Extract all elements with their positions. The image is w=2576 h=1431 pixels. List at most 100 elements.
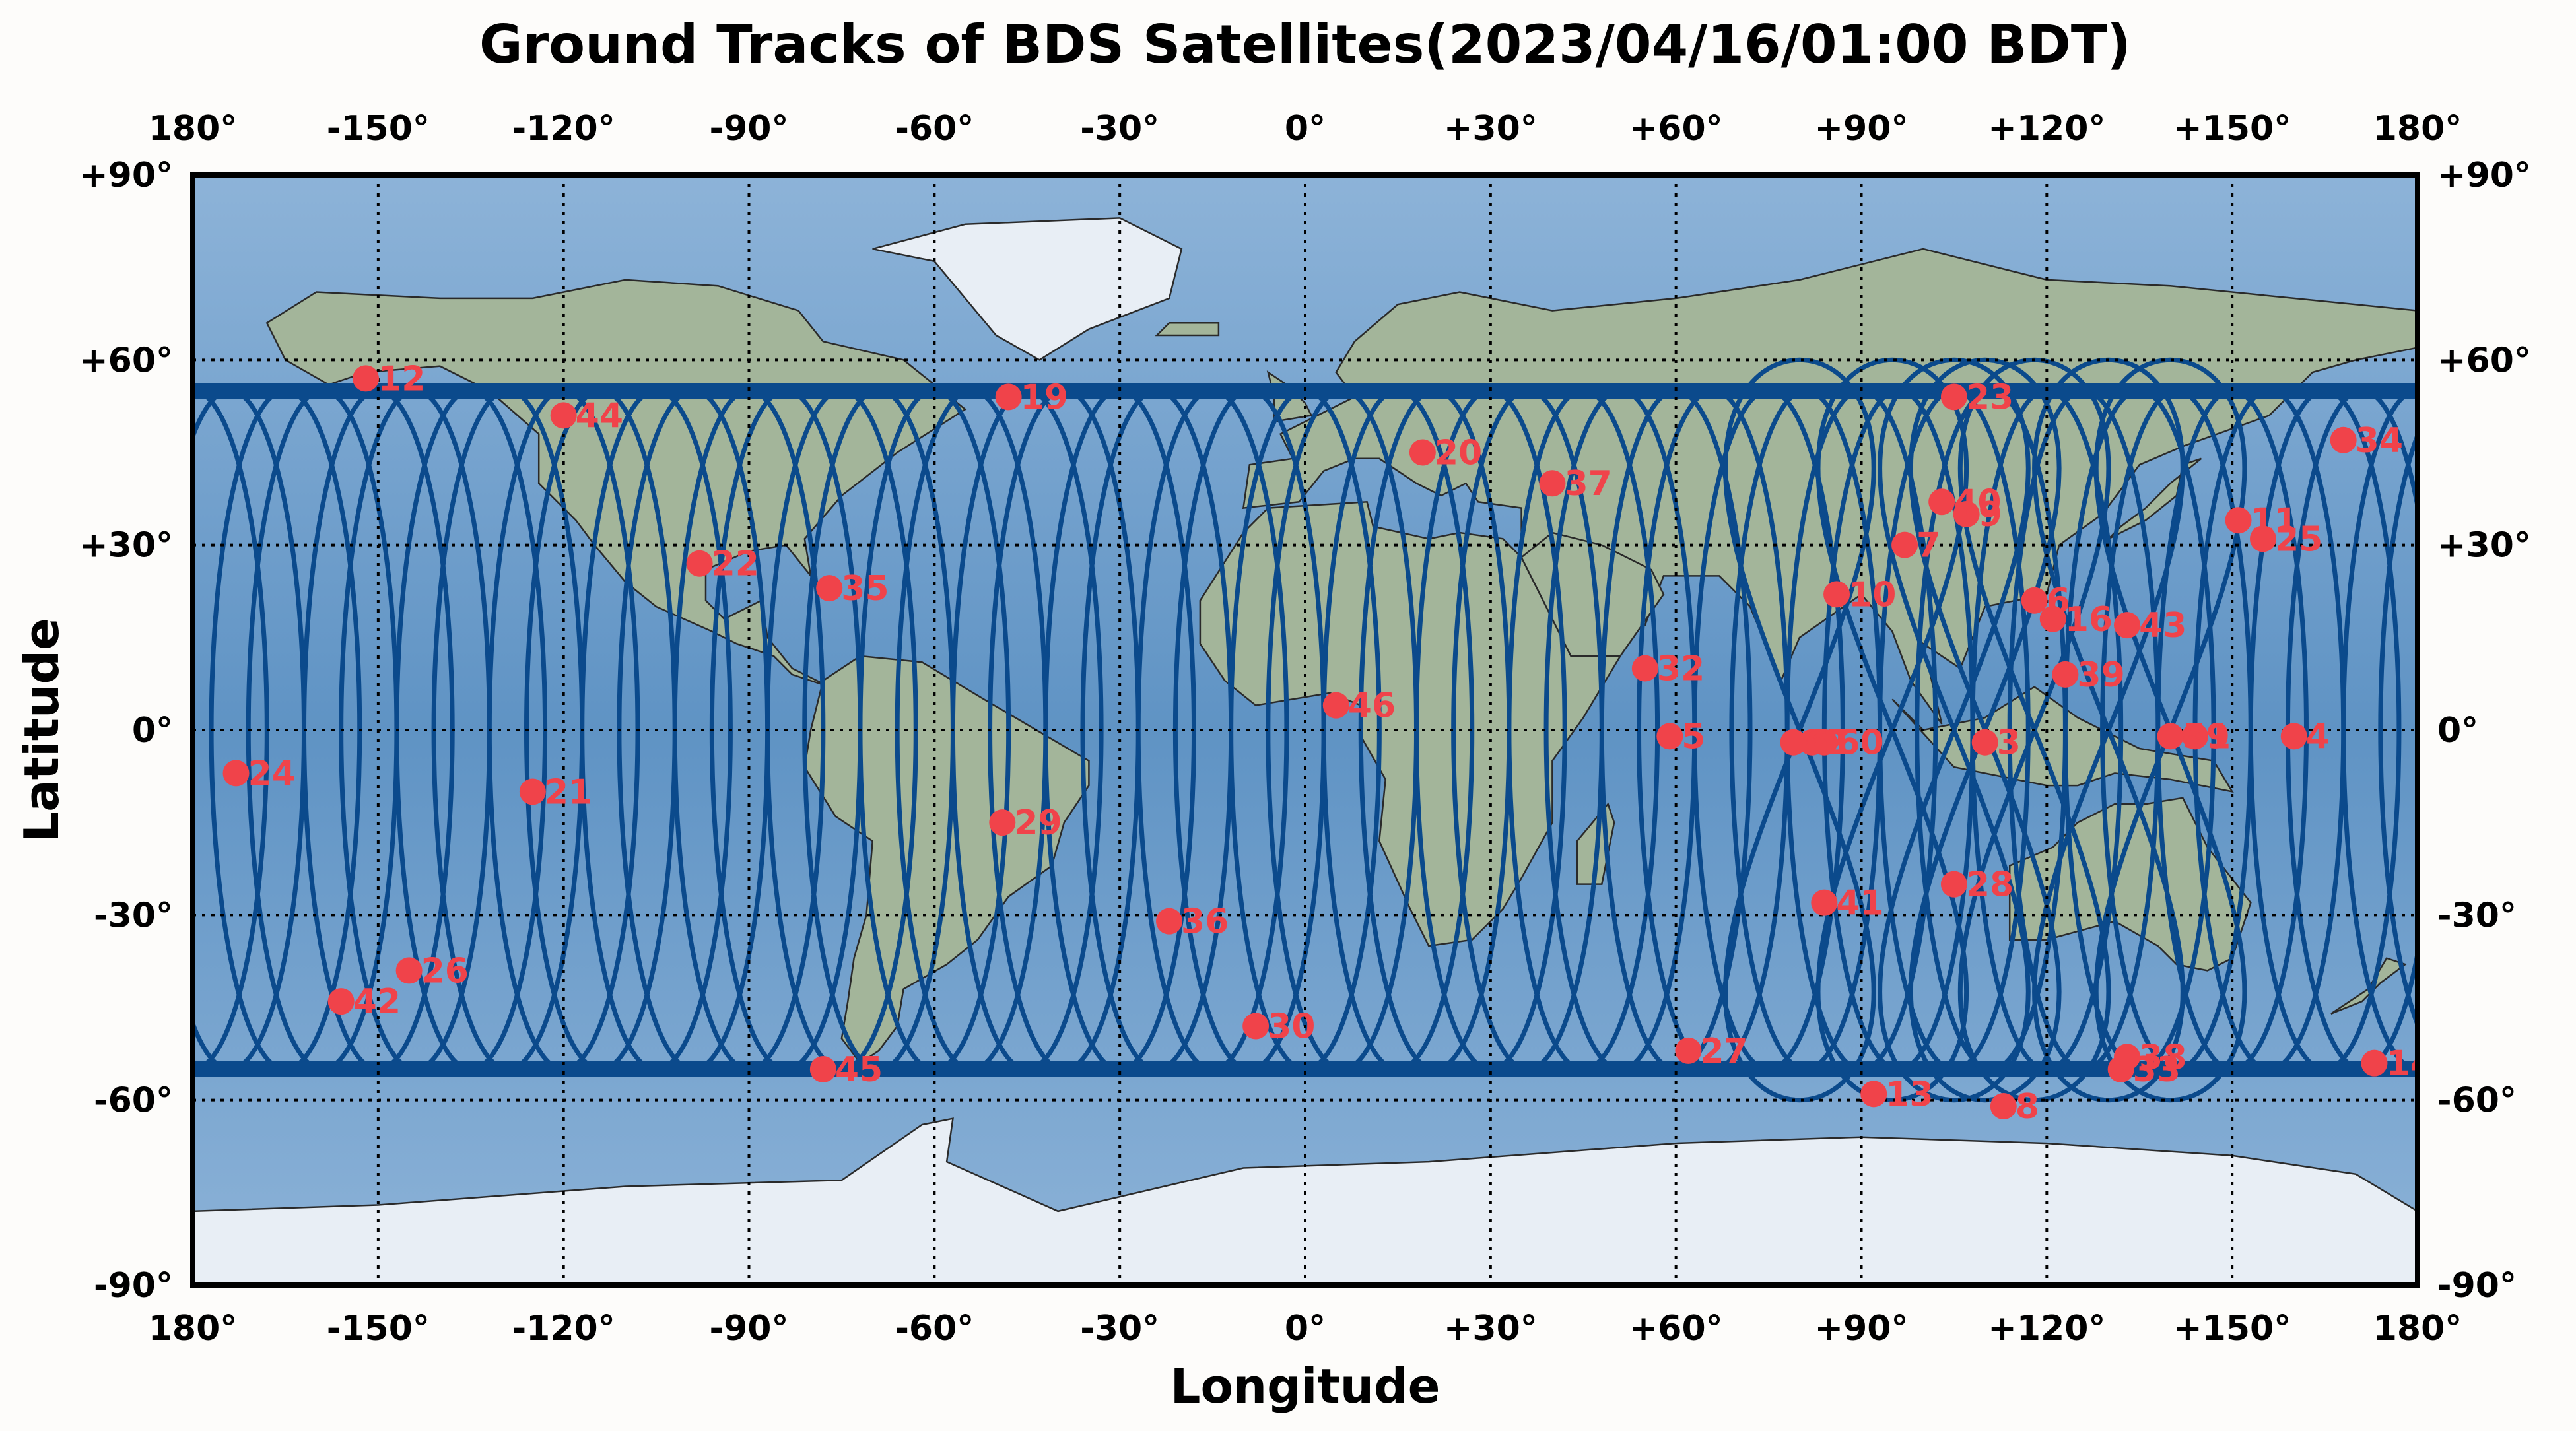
satellite-marker [550,402,577,429]
satellite-label: 13 [1885,1075,1933,1114]
satellite-marker [1928,488,1955,516]
satellite-marker [2249,525,2276,552]
x-tick-label: -90° [710,109,789,149]
satellite-marker [1971,729,1998,756]
satellite-label: 10 [1848,575,1896,615]
satellite-label: 61 [1806,723,1853,763]
x-tick-label: +150° [2173,109,2291,149]
satellite-ground-tracks [193,357,2418,1103]
satellite-marker [686,550,713,577]
satellite-marker [1860,1081,1887,1108]
y-tick-label: -60° [2437,1081,2517,1121]
x-axis-top-ticks: 180° -150° -120° -90° -60° -30° 0° +30° +60° +90°… [149,109,2462,149]
satellite-marker [2225,507,2252,534]
satellite-label: 42 [353,982,401,1022]
satellite-marker [1811,729,1838,756]
satellite-marker [816,575,843,602]
satellite-label: 36 [1181,902,1229,942]
y-axis-right-ticks: +90° +60° +30° 0° -30° -60° -90° [2437,156,2531,1306]
y-tick-label: +90° [79,156,173,195]
x-tick-label: 0° [1285,109,1326,149]
x-tick-label: 0° [1285,1309,1326,1348]
x-tick-label: +90° [1815,1309,1909,1348]
igso-track [1878,357,2031,1103]
satellite-marker [2052,661,2079,688]
y-tick-label: +60° [2437,341,2531,380]
satellite-label: 23 [1966,378,2014,417]
satellite-marker [1539,470,1566,497]
satellite-marker [1990,1093,2017,1120]
satellite-marker [1242,1013,1270,1040]
satellite-label: 60 [1836,723,1883,763]
igso-track [1723,357,1876,1103]
y-tick-label: +90° [2437,156,2531,195]
x-tick-label: -30° [1080,1309,1159,1348]
satellite-label: 21 [545,772,592,812]
satellite-marker [2330,426,2357,453]
x-tick-label: -120° [512,1309,615,1348]
satellite-marker [2280,723,2307,750]
satellite-marker [809,1055,836,1082]
y-tick-label: +30° [79,526,173,566]
satellite-label: 20 [1435,434,1482,473]
y-tick-label: +60° [79,341,173,380]
satellite-marker [1656,723,1683,750]
satellite-marker [2021,587,2048,614]
satellite-marker [353,365,380,392]
x-tick-label: -60° [895,1309,974,1348]
chart-title: Ground Tracks of BDS Satellites(2023/04/… [479,14,2131,75]
y-tick-label: -30° [94,896,173,935]
y-tick-label: 0° [132,711,173,750]
satellite-label: 1 [2207,717,2231,756]
plot-frame [190,172,2420,1288]
satellite-markers: 1234567891011121314161920212223242526272… [222,359,2418,1127]
greenland-landmass [872,217,1183,361]
satellite-label: 24 [248,754,296,793]
satellite-label: 19 [1021,378,1068,417]
y-tick-label: -60° [94,1081,173,1121]
satellite-marker [2157,723,2184,750]
satellite-marker [1891,531,1918,558]
satellite-label: 12 [378,359,425,399]
satellite-marker [1940,383,1967,411]
satellite-label: 16 [2065,600,2113,640]
satellite-marker [395,957,423,984]
x-tick-label: 180° [149,1309,238,1348]
satellite-label: 59 [2183,717,2230,756]
satellite-marker [222,760,250,787]
satellite-label: 7 [1916,526,1940,566]
satellite-label: 40 [1953,483,2001,522]
satellite-marker [1811,889,1838,916]
x-tick-label: 180° [2373,1309,2462,1348]
satellite-label: 22 [712,545,759,584]
satellite-label: 25 [2275,519,2322,559]
satellite-marker [1823,581,1850,608]
y-axis-left-ticks: +90° +60° +30° 0° -30° -60° -90° [79,156,173,1306]
satellite-marker [1940,871,1967,898]
japan-landmass [2108,457,2202,540]
x-tick-label: +30° [1444,1309,1538,1348]
y-axis-label: Latitude [14,618,69,842]
satellite-marker [1156,908,1183,935]
satellite-label: 34 [2356,421,2403,461]
satellite-label: 8 [2016,1087,2039,1127]
satellite-label: 30 [1268,1007,1315,1047]
satellite-marker [995,383,1022,411]
x-tick-label: -120° [512,109,615,149]
x-tick-label: +60° [1629,109,1723,149]
satellite-label: 4 [2306,717,2330,756]
satellite-marker [1631,655,1658,682]
satellite-marker [2114,1044,2141,1071]
satellite-marker [2361,1049,2388,1077]
satellite-label: 39 [2077,655,2124,695]
satellite-marker [2182,723,2208,750]
x-tick-label: -30° [1080,109,1159,149]
y-tick-label: -30° [2437,896,2517,935]
x-tick-label: -60° [895,109,974,149]
satellite-label: 3 [1997,723,2021,763]
satellite-label: 43 [2139,606,2186,646]
x-tick-label: +150° [2173,1309,2291,1348]
satellite-marker [1322,692,1349,719]
x-tick-label: 180° [149,109,238,149]
satellite-marker [327,988,355,1015]
